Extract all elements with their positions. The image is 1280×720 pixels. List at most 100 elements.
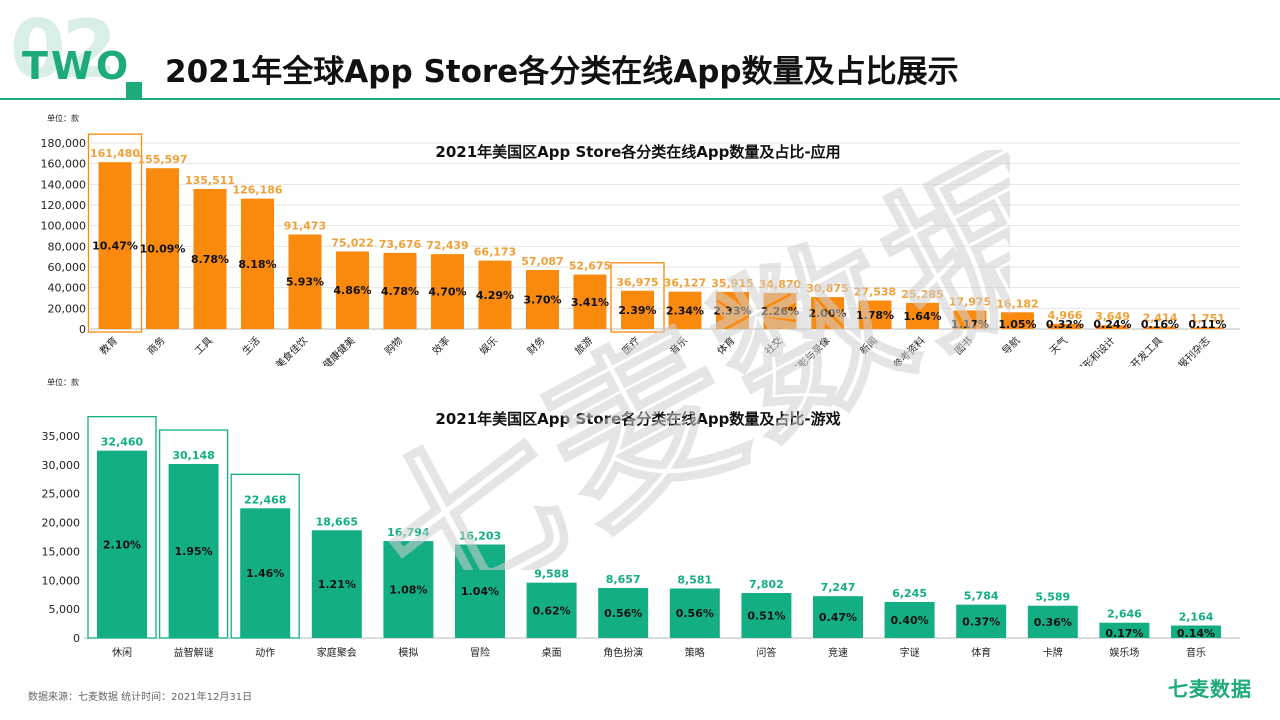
percent-label: 3.70% [523, 294, 561, 307]
y-tick-label: 5,000 [49, 603, 81, 616]
percent-label: 0.56% [676, 607, 714, 620]
data-label: 30,148 [172, 449, 214, 462]
bar [858, 300, 892, 329]
page-header: 02 TWO 2021年全球App Store各分类在线App数量及占比展示 [0, 0, 1280, 102]
x-tick-label: 导航 [999, 334, 1022, 357]
y-tick-label: 40,000 [48, 282, 87, 295]
percent-label: 0.32% [1046, 318, 1084, 331]
data-label: 126,186 [232, 184, 282, 197]
bar [97, 450, 147, 638]
highlight-box [158, 429, 229, 639]
x-tick-label: 软件开发工具 [1114, 334, 1166, 366]
x-tick-label: 动作 [255, 647, 275, 659]
bar [526, 582, 577, 638]
y-tick-label: 35,000 [42, 430, 81, 443]
bar [716, 291, 749, 329]
y-tick-label: 25,000 [42, 488, 81, 501]
y-tick-label: 100,000 [41, 220, 87, 233]
data-label: 3,649 [1095, 310, 1130, 323]
percent-label: 8.18% [238, 258, 276, 271]
data-label: 16,203 [459, 529, 501, 542]
bar [193, 188, 227, 329]
percent-label: 0.14% [1177, 627, 1215, 640]
data-label: 8,581 [677, 573, 712, 586]
brand-logo-text: 七麦数据 [1168, 677, 1252, 701]
bar [526, 270, 559, 329]
y-tick-label: 0 [79, 323, 86, 336]
data-label: 25,285 [901, 288, 943, 301]
percent-label: 1.05% [998, 318, 1036, 331]
percent-label: 2.33% [713, 304, 751, 317]
y-tick-label: 30,000 [42, 459, 81, 472]
y-tick-label: 15,000 [42, 545, 81, 558]
percent-label: 1.46% [246, 567, 284, 580]
data-label: 73,676 [379, 238, 422, 251]
y-tick-label: 20,000 [42, 517, 81, 530]
x-tick-label: 旅游 [572, 334, 595, 357]
bar [598, 588, 649, 638]
bar [1048, 323, 1082, 329]
percent-label: 10.47% [92, 240, 138, 253]
section-number: 02 [10, 3, 117, 96]
x-tick-label: 报刊杂志 [1175, 334, 1212, 366]
percent-label: 10.09% [140, 243, 186, 256]
bar [741, 592, 792, 638]
x-tick-label: 音乐 [1186, 646, 1206, 659]
y-tick-label: 60,000 [48, 261, 87, 274]
x-tick-label: 策略 [685, 646, 705, 659]
data-label: 57,087 [521, 255, 563, 268]
percent-label: 0.17% [1105, 627, 1143, 640]
y-tick-label: 120,000 [41, 199, 87, 212]
percent-label: 0.36% [1034, 616, 1072, 629]
bar [455, 544, 505, 638]
data-label: 16,182 [996, 297, 1038, 310]
x-tick-label: 财务 [524, 334, 547, 357]
percent-label: 3.41% [571, 296, 609, 309]
data-label: 2,646 [1107, 608, 1142, 621]
x-tick-label: 购物 [382, 334, 405, 357]
percent-label: 1.04% [461, 585, 499, 598]
highlight-box [610, 262, 665, 333]
x-tick-label: 娱乐场 [1109, 646, 1139, 659]
bar [956, 604, 1007, 638]
x-tick-label: 益智解谜 [174, 646, 214, 659]
data-label: 4,966 [1048, 309, 1083, 322]
x-tick-label: 生活 [239, 334, 262, 357]
bar [953, 310, 987, 329]
x-tick-label: 冒险 [470, 646, 490, 659]
data-label: 135,511 [185, 174, 235, 187]
bar [168, 464, 219, 638]
y-tick-label: 140,000 [41, 178, 87, 191]
data-label: 36,127 [664, 277, 706, 290]
bar [240, 508, 291, 638]
percent-label: 1.17% [951, 318, 989, 331]
x-tick-label: 医疗 [619, 334, 642, 357]
bar [1143, 326, 1177, 329]
percent-label: 5.93% [286, 276, 324, 289]
bar [906, 302, 939, 329]
bar [621, 290, 654, 329]
bar [669, 588, 720, 638]
x-tick-label: 天气 [1047, 334, 1070, 357]
data-label: 2,164 [1179, 611, 1214, 624]
data-label: 66,173 [474, 246, 516, 259]
bar [241, 198, 274, 329]
data-label: 34,870 [759, 278, 802, 291]
data-label: 32,460 [101, 436, 144, 449]
x-tick-label: 美食佳饮 [273, 334, 310, 366]
x-tick-label: 休闲 [112, 646, 132, 659]
x-tick-label: 音乐 [667, 334, 690, 357]
data-label: 7,802 [749, 578, 784, 591]
x-tick-label: 体育 [971, 646, 991, 659]
bar [98, 162, 132, 329]
percent-label: 4.78% [381, 285, 419, 298]
games-bar-chart: 单位：款 2021年美国区App Store各分类在线App数量及占比-游戏 0 5,… [42, 377, 1240, 659]
bar [311, 530, 362, 638]
bar [383, 252, 417, 329]
x-tick-label: 桌面 [542, 646, 562, 659]
data-label: 2,414 [1143, 312, 1178, 325]
x-tick-label: 社交 [762, 334, 785, 357]
percent-label: 4.70% [428, 286, 466, 299]
x-tick-label: 新闻 [857, 334, 880, 357]
percent-label: 1.64% [903, 310, 941, 323]
